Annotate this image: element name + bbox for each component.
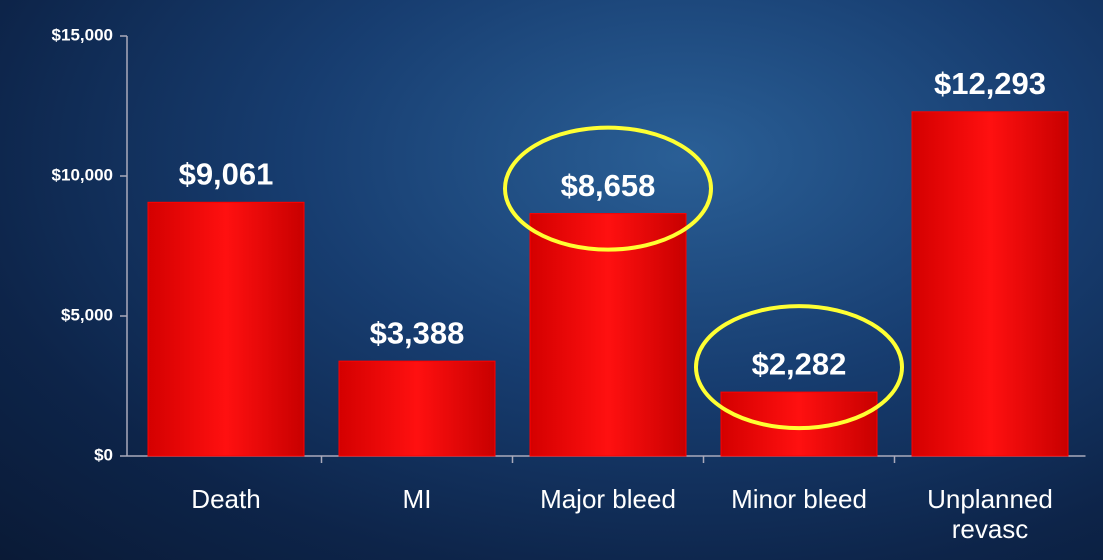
highlight-ellipse bbox=[694, 304, 904, 431]
value-label: $9,061 bbox=[179, 156, 274, 191]
bar bbox=[147, 201, 305, 457]
value-label: $3,388 bbox=[370, 315, 465, 350]
x-tick-label: Minor bleed bbox=[731, 484, 867, 514]
y-tick-label: $15,000 bbox=[52, 25, 113, 44]
bar bbox=[911, 111, 1069, 457]
highlight-ellipse bbox=[503, 125, 713, 252]
bar bbox=[338, 360, 496, 457]
value-label: $8,658 bbox=[561, 168, 656, 203]
bar bbox=[720, 391, 878, 457]
y-tick-label: $0 bbox=[94, 445, 113, 464]
value-label: $2,282 bbox=[752, 346, 847, 381]
y-tick-label: $10,000 bbox=[52, 165, 113, 184]
x-tick-label: Major bleed bbox=[540, 484, 676, 514]
x-tick-label: Death bbox=[191, 484, 261, 514]
x-tick-label: Unplanned revasc bbox=[927, 484, 1053, 544]
x-tick-label: MI bbox=[402, 484, 432, 514]
bar bbox=[529, 213, 687, 457]
value-label: $12,293 bbox=[934, 66, 1046, 101]
y-tick-label: $5,000 bbox=[61, 305, 113, 324]
